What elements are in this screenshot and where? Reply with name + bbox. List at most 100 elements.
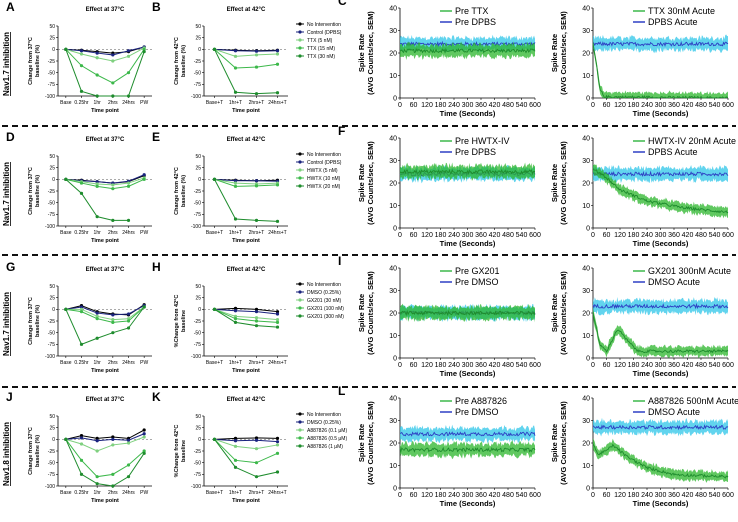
series-line [214,439,278,478]
x-tick-label: Base [60,360,72,366]
x-tick-label: 180 [435,362,447,369]
data-point [64,437,68,441]
y-axis-label-line: baseline (%) [35,305,41,337]
chart-g: G Effect at 37°C 50 25 0 -25 -50 -75 -100 Base 0.2… [6,260,152,374]
treatment-sem-band [593,308,728,358]
y-tick-label: 40 [582,265,590,272]
data-point [64,177,68,181]
x-tick-label: 1hr+T [229,360,242,366]
x-tick-label: 180 [435,102,447,109]
y-tick-label: -25 [194,319,201,325]
row-label: Nav1.7 inhibition [2,162,11,226]
x-tick-label: 240 [448,102,460,109]
legend-label: A887826 (0.1 μM) [307,428,347,434]
data-point [126,312,131,316]
y-axis-label-line: Spike Rate [550,34,559,72]
data-point [275,325,280,329]
chart-title: Effect at 37°C [86,137,125,143]
trace-pre: C Spike Rate (AVG Counts/sec, SEM) 0 10 20 30 4… [338,0,541,118]
data-point [79,49,84,53]
data-point [126,317,131,321]
legend-label: A887826 (1 μM) [307,444,343,450]
x-tick-label: 0.25hr [74,490,89,496]
x-tick-label: 2hrs [108,230,118,236]
x-tick-label: 600 [722,232,734,239]
panel-letter: J [6,390,13,404]
y-tick-label: 50 [49,414,55,420]
x-tick-label: Base+T [206,100,223,106]
x-tick-label: 300 [462,232,474,239]
treatment-mean-line [399,309,536,317]
data-point [254,319,259,323]
series-line [65,174,145,184]
data-point [233,317,238,321]
x-tick-label: 180 [628,492,640,499]
data-point [275,470,280,474]
y-tick-label: -75 [194,342,201,348]
x-tick-label: 360 [668,362,680,369]
x-tick-label: 540 [709,102,721,109]
vehicle-sem-band [593,164,728,184]
x-tick-label: 420 [682,492,694,499]
x-tick-label: 0.25hr [74,230,89,236]
chart-j: J Effect at 37°C 50 25 0 -25 -50 -75 -100 Base 0.2… [6,390,152,504]
series-line [65,177,145,186]
x-tick-label: 120 [421,102,433,109]
y-tick-label: 30 [389,158,397,165]
y-tick-label: 40 [582,395,590,402]
x-tick-label: 480 [695,362,707,369]
y-tick-label: -100 [191,224,201,230]
data-point [95,314,99,318]
x-tick-label: PW [140,360,148,366]
legend-label: GX201 (30 nM) [307,298,342,304]
x-tick-label: Base [60,490,72,496]
vehicle-mean-line [399,40,536,48]
data-point [275,183,280,187]
data-point [233,309,238,313]
data-point [275,318,280,322]
x-tick-label: 360 [668,492,680,499]
data-point [95,482,99,486]
y-axis-label-line: Spike Rate [357,164,366,202]
y-tick-label: -75 [194,212,201,218]
y-axis-label: Spike Rate (AVG Counts/sec, SEM) [550,271,568,355]
data-point [142,428,146,432]
y-tick-label: 20 [389,50,397,57]
series-line [214,438,278,450]
y-axis-label: Spike Rate (AVG Counts/sec, SEM) [550,11,568,95]
data-point [126,181,131,185]
legend-marker [298,314,302,318]
data-point [79,472,84,476]
legend-marker [298,306,302,310]
legend-label: Control (DPBS) [307,160,342,166]
y-axis-label-line: (AVG Counts/sec, SEM) [366,271,375,355]
x-tick-label: 2hrs [108,490,118,496]
treatment-sem-band [593,39,728,98]
x-tick-label: 60 [603,232,611,239]
data-point [233,181,238,185]
y-axis-label: %Change from 42°C baseline [174,295,187,348]
y-tick-label: 0 [393,225,397,232]
x-axis-label: Time point [91,498,119,504]
legend-marker [298,298,302,302]
y-tick-label: 20 [389,180,397,187]
vehicle-sem-band [593,417,728,437]
trace-pre: L Spike Rate (AVG Counts/sec, SEM) 0 10 20 30 4… [338,384,541,508]
legend-label: DMSO Acute [648,277,700,287]
x-tick-label: 0.25hr [74,100,89,106]
x-tick-label: 360 [475,232,487,239]
x-tick-label: 1hr [94,490,102,496]
x-tick-label: Base+T [206,230,223,236]
x-tick-label: 300 [462,102,474,109]
data-point [126,71,131,75]
series-line [214,308,278,328]
y-tick-label: -50 [194,460,201,466]
series-line [65,48,145,84]
x-axis-label: Time point [91,108,119,114]
y-tick-label: -25 [48,449,55,455]
x-tick-label: 2hrs+T [249,360,265,366]
x-tick-label: 600 [722,492,734,499]
x-tick-label: 300 [462,362,474,369]
y-axis-label-line: %Change from 42°C [174,425,180,478]
chart-a: A Effect at 37°C 50 25 0 -25 -50 -75 -100 Base 0.2… [6,0,152,114]
